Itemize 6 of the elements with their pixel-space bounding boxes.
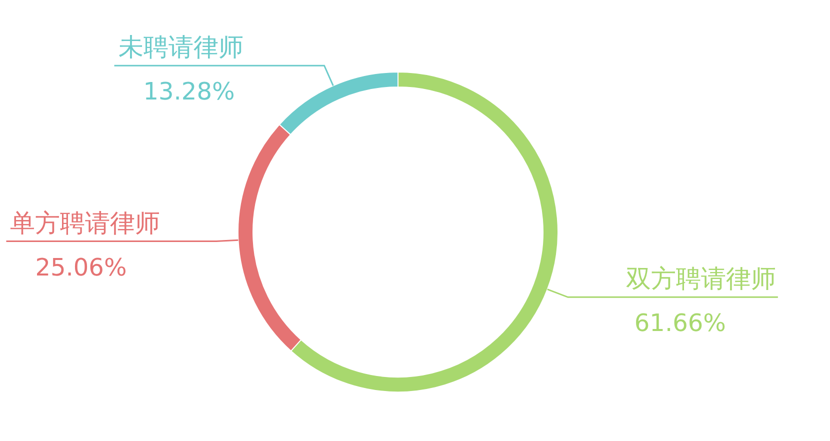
slice-label: 双方聘请律师 [626, 264, 776, 294]
data-label: 61.66% [634, 309, 726, 338]
slice-label: 单方聘请律师 [10, 208, 160, 238]
data-label: 25.06% [35, 253, 127, 282]
slice-label: 未聘请律师 [118, 32, 244, 62]
data-label: 13.28% [143, 78, 235, 106]
